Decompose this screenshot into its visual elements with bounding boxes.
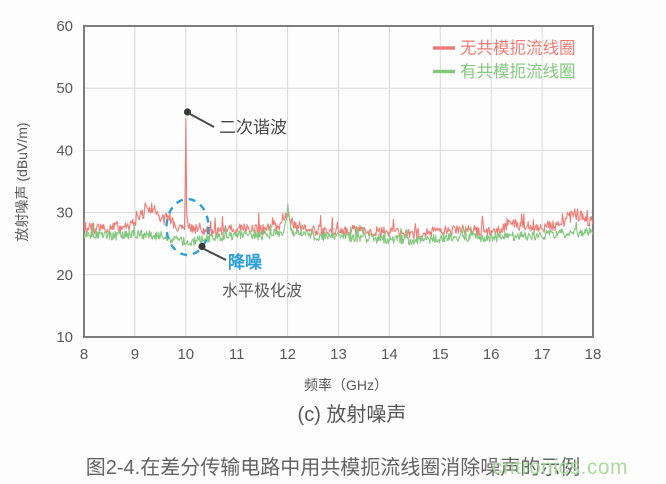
y-axis-ticks: 10 20 30 40 50 60 [56, 18, 73, 346]
noise-reduction-label: 降噪 [228, 252, 263, 272]
legend-label-without-choke: 无共模扼流线圈 [460, 39, 576, 58]
x-tick-label: 18 [585, 346, 602, 363]
x-axis-title: 频率（GHz） [304, 377, 388, 393]
watermark: cntronics.com [492, 456, 629, 479]
legend-label-with-choke: 有共模扼流线圈 [460, 62, 576, 81]
x-tick-label: 13 [330, 346, 347, 363]
noise-reduction-connector-line [203, 248, 227, 261]
horizontal-polarization-label: 水平极化波 [222, 282, 302, 300]
y-tick-label: 40 [56, 142, 73, 159]
x-tick-label: 14 [381, 346, 398, 363]
y-axis-title: 放射噪声 (dBuV/m) [14, 122, 30, 241]
peak-connector-line [189, 113, 215, 128]
x-tick-label: 15 [432, 346, 449, 363]
x-tick-label: 11 [229, 346, 245, 363]
y-tick-label: 30 [56, 205, 73, 222]
plot-border [83, 25, 594, 338]
y-tick-label: 10 [56, 329, 73, 346]
y-tick-label: 60 [56, 18, 73, 35]
y-tick-label: 50 [56, 80, 73, 97]
x-tick-label: 12 [279, 346, 296, 363]
x-axis-ticks: 8 9 10 11 12 13 14 15 16 17 18 [80, 346, 602, 363]
second-harmonic-label: 二次谐波 [219, 118, 287, 137]
noise-chart: 8 9 10 11 12 13 14 15 16 17 18 10 20 30 40 50 60 放射噪声 (… [14, 18, 602, 426]
chart-subtitle: (c) 放射噪声 [298, 403, 407, 426]
x-tick-label: 17 [534, 346, 551, 363]
noise-reduction-circle [165, 197, 210, 257]
x-tick-label: 9 [131, 346, 139, 363]
annotations: 二次谐波 降噪 水平极化波 [165, 108, 302, 300]
x-tick-label: 8 [80, 346, 88, 363]
figure-caption: 图2-4.在差分传输电路中用共模扼流线圈消除噪声的示例 [85, 457, 581, 479]
noise-reduction-marker-dot [198, 242, 206, 251]
peak-marker-dot [183, 108, 192, 116]
x-tick-label: 10 [177, 346, 194, 363]
x-tick-label: 16 [483, 346, 500, 363]
series-line-without-choke [84, 118, 593, 240]
y-tick-label: 20 [56, 267, 73, 284]
